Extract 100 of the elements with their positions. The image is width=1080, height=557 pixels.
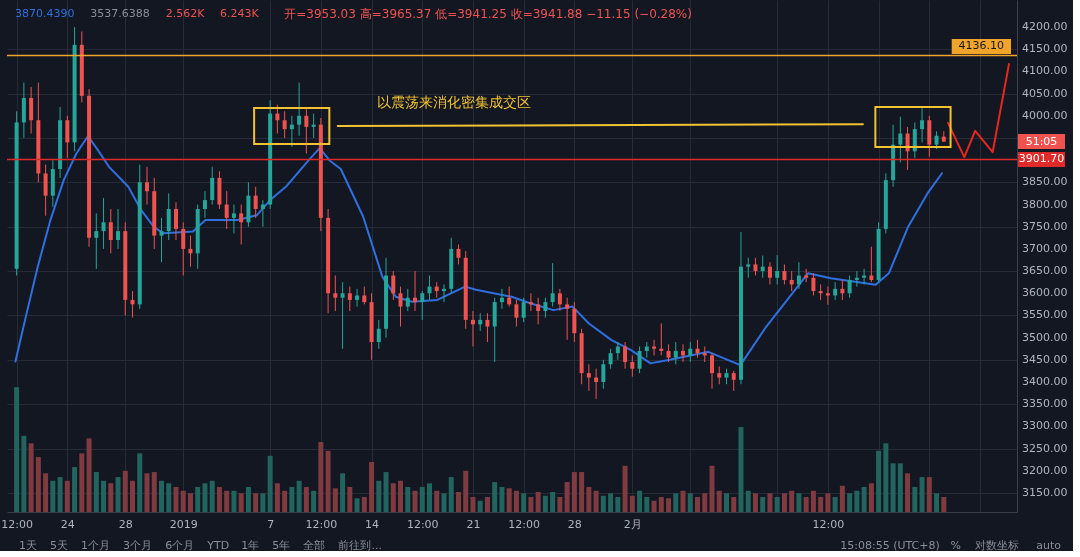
candlestick xyxy=(391,270,396,301)
x-tick-label: 12:00 xyxy=(305,517,338,531)
candlestick xyxy=(405,288,410,312)
bar xyxy=(608,493,614,512)
y-tick-label: 3650.00 xyxy=(1022,264,1068,278)
bar xyxy=(622,465,628,512)
bar xyxy=(151,472,157,512)
bar xyxy=(629,495,635,512)
bar xyxy=(781,493,787,512)
bar xyxy=(325,450,331,512)
bar xyxy=(760,497,766,512)
bar xyxy=(883,443,889,512)
bar xyxy=(687,493,693,512)
bar xyxy=(101,480,107,512)
bar xyxy=(274,483,280,512)
bar xyxy=(680,490,686,512)
bar xyxy=(926,477,932,512)
bar xyxy=(21,435,27,512)
candlestick xyxy=(898,116,903,163)
candlestick xyxy=(43,164,48,217)
bar xyxy=(905,473,911,512)
bar xyxy=(658,497,664,512)
candlestick xyxy=(550,262,555,308)
text: 5天 xyxy=(50,539,69,552)
candlestick xyxy=(398,286,403,328)
candlestick xyxy=(608,348,613,370)
candlestick xyxy=(637,346,642,374)
bar xyxy=(738,427,744,512)
text: 1个月 xyxy=(81,539,111,552)
annotation: 3537.6388 xyxy=(90,7,150,20)
annotation: 以震荡来消化密集成交区 xyxy=(377,94,532,110)
bar xyxy=(890,463,896,512)
candlestick xyxy=(557,288,562,312)
candlestick xyxy=(94,212,99,270)
bar xyxy=(361,497,367,512)
bar xyxy=(412,490,418,512)
bar xyxy=(579,472,585,512)
bar xyxy=(303,487,309,512)
bar xyxy=(861,487,867,512)
bar xyxy=(789,490,795,512)
bar xyxy=(253,493,259,512)
candlestick xyxy=(116,208,121,250)
y-tick-label: 3400.00 xyxy=(1022,375,1068,388)
bar xyxy=(484,497,490,512)
candlestick xyxy=(304,108,309,155)
bar xyxy=(695,497,701,512)
candlestick xyxy=(673,341,678,365)
bar xyxy=(644,497,650,512)
candlestick xyxy=(202,190,207,219)
bar xyxy=(571,472,577,512)
bar xyxy=(919,477,925,512)
candlestick xyxy=(811,272,816,296)
candlestick xyxy=(420,290,425,321)
candlestick xyxy=(630,354,635,378)
text: 对数坐标 xyxy=(974,539,1019,552)
candlestick xyxy=(543,297,548,319)
bar xyxy=(868,483,874,512)
bar xyxy=(369,462,375,512)
candlestick xyxy=(210,166,215,206)
bar xyxy=(593,490,599,512)
x-tick-label: 12:00 xyxy=(508,517,541,531)
x-tick-label: 12:00 xyxy=(812,517,845,531)
y-tick-label: 4000.00 xyxy=(1022,108,1068,122)
text: 51:05 xyxy=(1025,134,1058,148)
bar xyxy=(289,487,295,512)
text: 全部 xyxy=(303,539,326,552)
candlestick xyxy=(623,341,628,370)
bar xyxy=(803,497,809,512)
candlestick xyxy=(601,359,606,390)
y-tick-label: 3500.00 xyxy=(1022,330,1068,344)
bar xyxy=(332,488,338,512)
bar xyxy=(441,493,447,512)
candlestick xyxy=(920,107,925,143)
candlestick xyxy=(767,261,772,285)
bar xyxy=(825,493,831,512)
bar xyxy=(535,492,541,512)
candlestick xyxy=(239,204,244,245)
bar xyxy=(122,470,128,512)
bar xyxy=(159,480,164,512)
bar xyxy=(419,487,425,512)
x-tick-label: 12:00 xyxy=(406,517,439,531)
bar xyxy=(666,498,672,512)
candlestick xyxy=(347,286,352,312)
candlestick xyxy=(847,275,852,299)
ref-line-label: 3901.70 xyxy=(1018,152,1065,166)
bar xyxy=(28,443,34,512)
bar xyxy=(427,483,433,512)
bar xyxy=(513,490,519,512)
candlestick xyxy=(565,297,570,341)
y-tick-label: 3750.00 xyxy=(1022,219,1068,233)
bar xyxy=(383,472,389,512)
bar xyxy=(542,495,548,512)
bar xyxy=(448,477,454,512)
y-tick-label: 3350.00 xyxy=(1022,397,1068,411)
candlestick xyxy=(231,204,236,234)
x-tick-label: 2月 xyxy=(623,517,642,531)
candlestick xyxy=(101,197,106,250)
bar xyxy=(702,493,708,512)
bar xyxy=(93,472,99,512)
bar xyxy=(64,480,70,512)
